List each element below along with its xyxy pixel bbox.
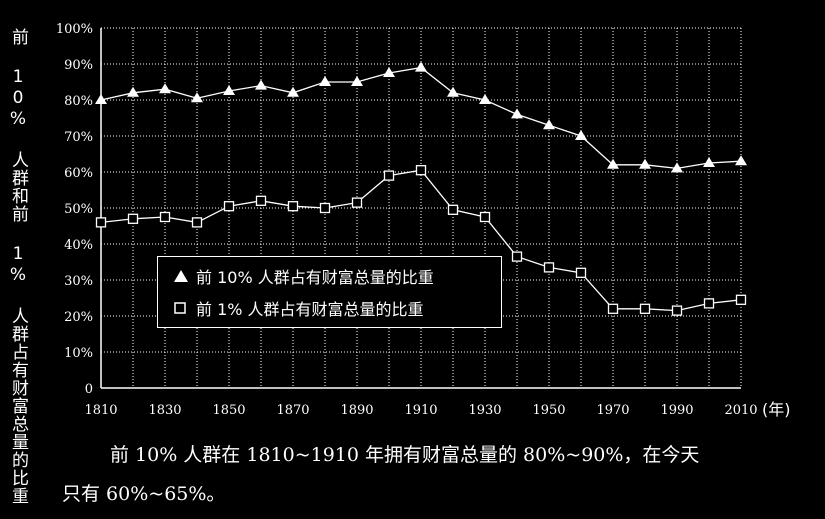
data-point-square (159, 211, 171, 223)
y-tick-label: 30% (64, 274, 93, 289)
axes (100, 28, 741, 389)
data-point-triangle (255, 79, 267, 90)
data-point-square (95, 217, 107, 228)
data-point-square (223, 201, 235, 212)
data-point-square (703, 298, 715, 309)
y-tick-label: 70% (64, 130, 93, 145)
x-tick-label: 1990 (660, 403, 693, 418)
data-point-square (383, 170, 395, 181)
x-tick-label: 1810 (84, 403, 117, 418)
x-tick-label: 1930 (468, 403, 501, 418)
data-point-triangle (95, 94, 107, 104)
legend-label-top1: 前 1% 人群占有财富总量的比重 (196, 300, 424, 319)
data-point-square (671, 305, 683, 316)
y-tick-label: 80% (64, 94, 93, 109)
x-tick-label: 1850 (212, 403, 245, 418)
data-point-triangle (479, 94, 491, 104)
grid-lines (101, 27, 742, 388)
y-tick-label: 20% (64, 310, 93, 325)
x-tick-label: 1950 (532, 403, 565, 418)
data-series (95, 61, 747, 316)
data-point-triangle (735, 155, 747, 166)
data-point-square (191, 217, 203, 228)
data-point-square (575, 267, 587, 278)
filled-triangle-icon (174, 270, 188, 282)
data-point-triangle (703, 157, 715, 167)
data-point-square (351, 197, 363, 208)
data-point-triangle (223, 85, 235, 95)
y-tick-label: 50% (64, 202, 93, 217)
x-tick-label: 1910 (404, 403, 437, 418)
data-point-triangle (447, 86, 459, 97)
data-point-triangle (511, 108, 523, 119)
data-point-triangle (607, 158, 619, 169)
data-point-triangle (415, 61, 427, 72)
caption-line-2: 只有 60%~65%。 (62, 483, 226, 505)
data-point-triangle (383, 67, 395, 77)
data-point-square (319, 202, 331, 214)
y-tick-label: 10% (64, 346, 93, 361)
data-point-triangle (319, 76, 331, 86)
data-point-square (415, 165, 427, 176)
data-point-square (511, 251, 523, 262)
y-axis-label: 前 10% 人群和前 1% 人群占有财富总量的比重 (8, 28, 28, 505)
x-tick-label: 1830 (148, 403, 181, 418)
y-tick-label: 40% (64, 238, 93, 253)
data-point-triangle (575, 130, 587, 140)
y-tick-label: 60% (64, 166, 93, 181)
y-tick-label: 0 (85, 382, 93, 397)
legend-label-top10: 前 10% 人群占有财富总量的比重 (196, 268, 434, 287)
data-point-square (607, 303, 619, 314)
data-point-square (735, 294, 747, 305)
data-point-square (543, 262, 555, 273)
legend-item-top1: 前 1% 人群占有财富总量的比重 (172, 296, 424, 320)
data-point-square (447, 204, 459, 215)
y-tick-labels: 0 10% 20% 30% 40% 50% 60% 70% 80% 90% 100% (56, 22, 93, 397)
legend-item-top10: 前 10% 人群占有财富总量的比重 (172, 264, 434, 288)
y-tick-label: 100% (56, 22, 93, 37)
data-point-square (255, 195, 267, 206)
x-tick-labels: 1810 1830 1850 1870 1890 1910 1930 1950 1970 1990… (84, 403, 757, 418)
caption-line-1: 前 10% 人群在 1810~1910 年拥有财富总量的 80%~90%，在今天 (110, 444, 700, 466)
chart-legend: 前 10% 人群占有财富总量的比重 前 1% 人群占有财富总量的比重 (157, 256, 502, 328)
x-tick-label: 1870 (276, 403, 309, 418)
data-point-triangle (191, 92, 203, 103)
data-point-square (127, 213, 139, 224)
x-tick-label: 2010 (724, 403, 757, 418)
data-point-square (639, 303, 651, 314)
data-point-square (479, 211, 491, 223)
y-tick-label: 90% (64, 58, 93, 73)
open-square-icon (174, 302, 186, 314)
x-tick-label: 1970 (596, 403, 629, 418)
data-point-triangle (159, 83, 171, 94)
data-point-triangle (127, 86, 139, 97)
data-point-triangle (639, 158, 651, 169)
data-point-square (287, 201, 299, 212)
data-point-triangle (287, 86, 299, 97)
data-point-triangle (671, 162, 683, 173)
data-point-triangle (543, 119, 555, 130)
x-axis-unit: (年) (762, 400, 791, 419)
data-point-triangle (351, 76, 363, 86)
x-tick-label: 1890 (340, 403, 373, 418)
